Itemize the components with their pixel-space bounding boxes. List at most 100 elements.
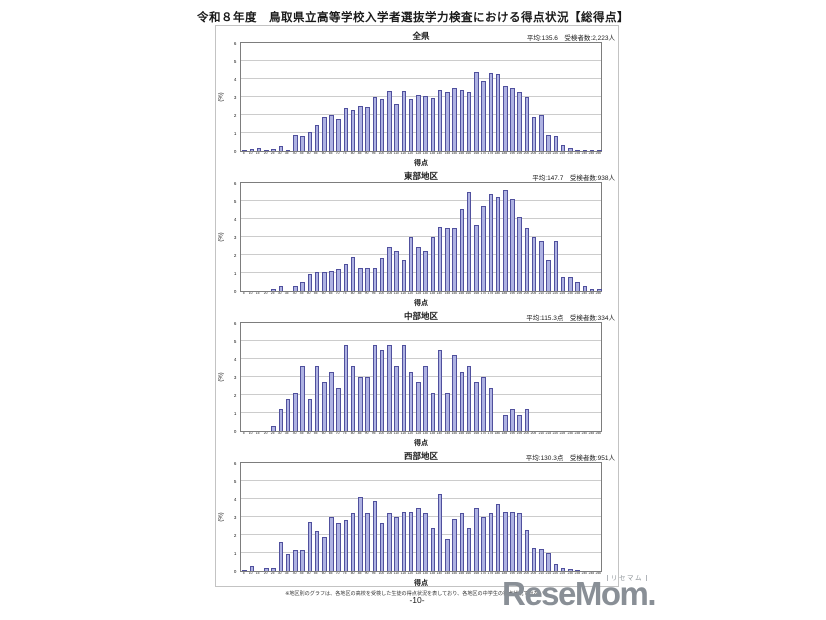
bar [539,115,544,151]
bar [474,225,479,291]
x-tick-label: 85 [357,152,362,156]
y-tick-label: 6 [233,181,236,187]
bar [553,563,559,571]
bar [278,542,284,571]
bar [314,272,320,291]
gridline [241,516,601,517]
bar [401,344,407,431]
chart-stats: 平均:135.6 受検者数:2,223人 [526,35,615,42]
bar [350,513,356,571]
x-tick-label: 140 [436,572,443,576]
bar [575,282,580,291]
x-tick-label: 145 [444,152,450,156]
x-tick-label: 155 [458,292,465,296]
x-tick-label: 40 [292,152,297,156]
chart-header: 中部地区 平均:115.3点 受検者数:334人 [216,308,618,322]
bar [481,80,486,151]
x-tick-label: 220 [552,152,559,156]
x-tick-label: 45 [299,292,304,296]
x-tick-label: 60 [321,432,326,436]
bar [430,237,436,291]
x-tick-label: 145 [444,432,450,436]
x-tick-label: 175 [487,432,494,436]
bar [546,553,551,571]
x-tick-label: 190 [509,292,515,296]
bar [503,86,508,151]
bar [452,88,457,151]
x-tick-label: 15 [256,432,260,436]
bar [307,398,313,431]
bar [560,568,566,571]
bar [575,570,580,571]
x-tick-label: 185 [502,152,508,156]
gridline [241,480,601,481]
y-tick-label: 3 [233,375,236,381]
x-tick-label: 180 [494,432,501,436]
x-tick-label: 215 [545,292,551,296]
bar [343,107,349,151]
bar [387,90,392,151]
x-tick-label: 85 [357,572,362,576]
x-tick-label: 25 [270,292,275,296]
bar [437,350,443,431]
x-tick-label: 120 [408,152,414,156]
plot-area [240,462,602,572]
bar [524,97,530,151]
x-tick-label: 155 [458,572,465,576]
x-tick-label: 120 [408,432,414,436]
gridline [241,376,601,377]
plot-area [240,42,602,152]
y-tick-label: 6 [233,461,236,467]
x-tick-label: 65 [328,292,333,296]
bar [430,393,436,431]
x-tick-label: 135 [429,432,436,436]
bar [408,237,414,291]
x-tick-label: 155 [458,432,465,436]
bar [560,144,566,151]
bar [285,398,291,431]
y-tick-label: 5 [233,199,236,205]
plot-area [240,322,602,432]
x-tick-label: 170 [480,292,486,296]
gridline [241,358,601,360]
chart-title: 西部地区 [403,451,438,461]
bar [365,513,370,571]
chart-header: 西部地区 平均:130.3点 受検者数:951人 [216,448,618,462]
bar [256,148,262,151]
x-tick-label: 55 [314,432,318,436]
bar [481,517,486,571]
x-tick-label: 115 [400,432,407,436]
bar [394,104,399,151]
bar [466,527,472,571]
x-tick-label: 45 [299,432,304,436]
x-tick-label: 30 [277,432,282,436]
chart-stats: 平均:130.3点 受検者数:951人 [525,455,615,462]
x-tick-label: 20 [263,572,268,576]
gridline [241,78,601,80]
bar [481,377,486,431]
chart-stats: 平均:115.3点 受検者数:334人 [526,315,615,322]
x-tick-label: 75 [343,152,347,156]
bar [510,511,515,571]
bar [445,393,450,431]
x-axis-label: 得点 [414,440,428,447]
x-tick-label: 105 [386,572,392,576]
x-tick-label: 235 [574,572,580,576]
x-tick-label: 150 [451,152,457,156]
bar [365,106,370,151]
x-tick-label: 10 [249,432,253,436]
x-tick-label: 125 [415,432,421,436]
y-tick-label: 0 [233,289,236,295]
bar [539,549,544,571]
bar [416,246,421,291]
bar [531,116,537,151]
bar [423,96,428,151]
y-tick-label: 4 [233,77,236,83]
x-tick-label: 240 [581,292,588,296]
x-tick-label: 40 [292,432,297,436]
